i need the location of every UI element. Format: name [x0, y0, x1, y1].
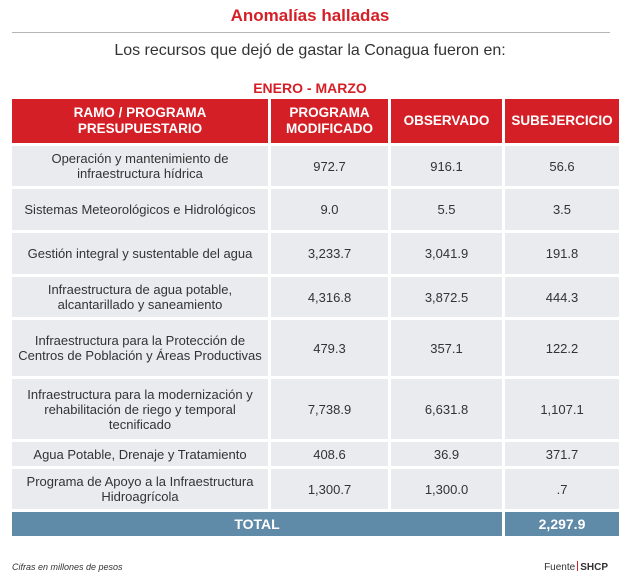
cell-modificado: 972.7 — [271, 146, 388, 186]
cell-programa: Sistemas Meteorológicos e Hidrológicos — [12, 189, 268, 230]
total-row: TOTAL 2,297.9 — [12, 512, 619, 536]
cell-modificado: 1,300.7 — [271, 469, 388, 509]
table-row: Programa de Apoyo a la Infraestructura H… — [12, 469, 619, 509]
cell-observado: 6,631.8 — [391, 379, 502, 439]
total-subejercicio: 2,297.9 — [505, 512, 619, 536]
cell-modificado: 479.3 — [271, 320, 388, 376]
cell-observado: 3,041.9 — [391, 233, 502, 274]
table-row: Infraestructura para la modernización y … — [12, 379, 619, 439]
table-row: Operación y mantenimiento de infraestruc… — [12, 146, 619, 186]
cell-observado: 1,300.0 — [391, 469, 502, 509]
source-credit: Fuente SHCP — [544, 561, 608, 573]
cell-modificado: 3,233.7 — [271, 233, 388, 274]
cell-programa: Infraestructura para la Protección de Ce… — [12, 320, 268, 376]
cell-modificado: 408.6 — [271, 442, 388, 466]
cell-subejercicio: 1,107.1 — [505, 379, 619, 439]
cell-programa: Operación y mantenimiento de infraestruc… — [12, 146, 268, 186]
table-row: Agua Potable, Drenaje y Tratamiento 408.… — [12, 442, 619, 466]
cell-observado: 916.1 — [391, 146, 502, 186]
total-label: TOTAL — [12, 512, 502, 536]
cell-subejercicio: 371.7 — [505, 442, 619, 466]
table-row: Infraestructura para la Protección de Ce… — [12, 320, 619, 376]
cell-observado: 36.9 — [391, 442, 502, 466]
source-name: SHCP — [580, 562, 608, 573]
source-label: Fuente — [544, 562, 576, 573]
cell-modificado: 4,316.8 — [271, 277, 388, 317]
table-row: Gestión integral y sustentable del agua … — [12, 233, 619, 274]
chart-title: Anomalías halladas — [230, 6, 390, 25]
header-modificado: PROGRAMA MODIFICADO — [271, 99, 388, 143]
header-observado: OBSERVADO — [391, 99, 502, 143]
cell-programa: Gestión integral y sustentable del agua — [12, 233, 268, 274]
cell-modificado: 7,738.9 — [271, 379, 388, 439]
title-divider — [12, 32, 610, 33]
subtitle: Los recursos que dejó de gastar la Conag… — [114, 42, 506, 59]
units-note: Cifras en millones de pesos — [12, 562, 123, 572]
cell-modificado: 9.0 — [271, 189, 388, 230]
cell-programa: Infraestructura para la modernización y … — [12, 379, 268, 439]
header-ramo: RAMO / PROGRAMA PRESUPUESTARIO — [12, 99, 268, 143]
cell-subejercicio: 191.8 — [505, 233, 619, 274]
cell-programa: Infraestructura de agua potable, alcanta… — [12, 277, 268, 317]
cell-subejercicio: 122.2 — [505, 320, 619, 376]
cell-subejercicio: .7 — [505, 469, 619, 509]
source-divider — [577, 561, 579, 571]
table-row: Infraestructura de agua potable, alcanta… — [12, 277, 619, 317]
period-label: ENERO - MARZO — [253, 80, 367, 96]
cell-observado: 357.1 — [391, 320, 502, 376]
cell-observado: 3,872.5 — [391, 277, 502, 317]
cell-subejercicio: 444.3 — [505, 277, 619, 317]
cell-programa: Agua Potable, Drenaje y Tratamiento — [12, 442, 268, 466]
cell-observado: 5.5 — [391, 189, 502, 230]
cell-programa: Programa de Apoyo a la Infraestructura H… — [12, 469, 268, 509]
cell-subejercicio: 3.5 — [505, 189, 619, 230]
header-subejercicio: SUBEJERCICIO — [505, 99, 619, 143]
cell-subejercicio: 56.6 — [505, 146, 619, 186]
budget-table: RAMO / PROGRAMA PRESUPUESTARIO PROGRAMA … — [9, 96, 620, 539]
table-row: Sistemas Meteorológicos e Hidrológicos 9… — [12, 189, 619, 230]
table-header-row: RAMO / PROGRAMA PRESUPUESTARIO PROGRAMA … — [12, 99, 619, 143]
